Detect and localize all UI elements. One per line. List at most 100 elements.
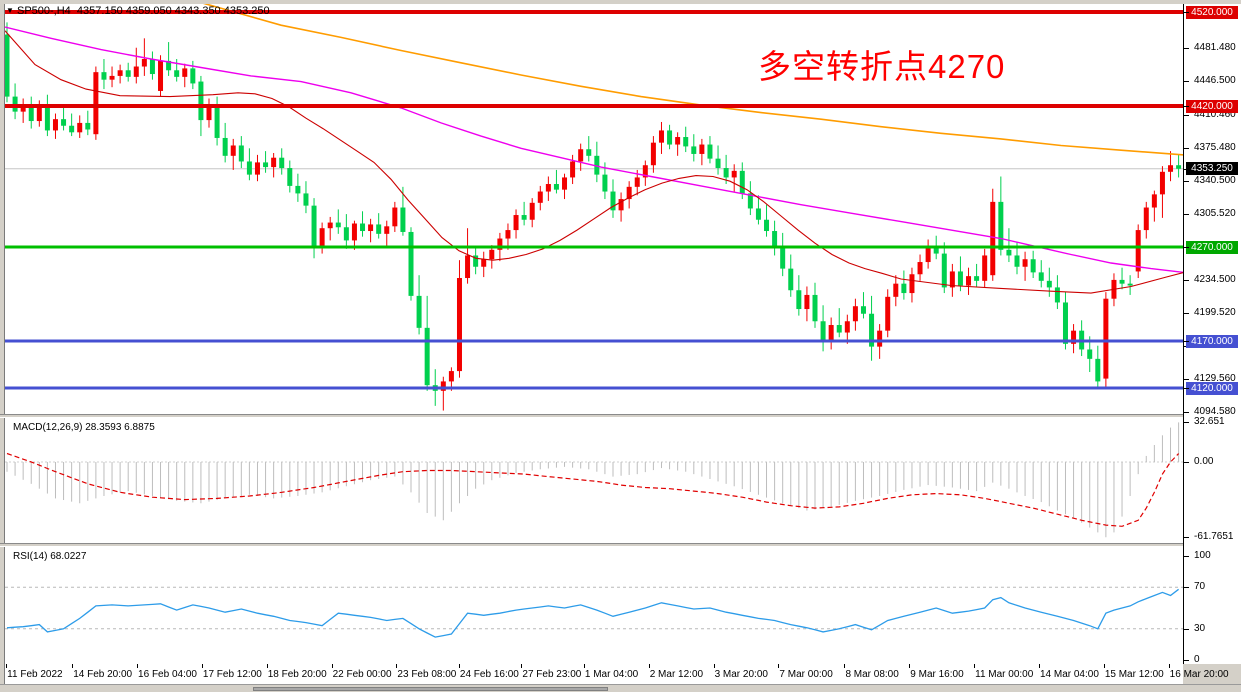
candle[interactable] <box>141 59 147 67</box>
candle[interactable] <box>990 201 996 276</box>
candle[interactable] <box>642 165 648 178</box>
candle[interactable] <box>263 162 269 168</box>
candle[interactable] <box>780 247 786 269</box>
candle[interactable] <box>1062 302 1068 344</box>
price-chart-panel[interactable] <box>4 4 1184 414</box>
candle[interactable] <box>675 137 681 145</box>
plot-canvas[interactable] <box>5 547 1184 664</box>
candle[interactable] <box>933 247 939 254</box>
candle[interactable] <box>1168 165 1174 172</box>
candle[interactable] <box>1087 349 1093 359</box>
candle[interactable] <box>44 106 50 131</box>
candle[interactable] <box>723 168 729 178</box>
candle[interactable] <box>214 104 220 138</box>
candle[interactable] <box>610 191 616 211</box>
candle[interactable] <box>772 231 778 248</box>
candle[interactable] <box>473 255 479 267</box>
macd-panel[interactable]: MACD(12,26,9) 28.3593 6.8875 <box>4 418 1184 543</box>
candle[interactable] <box>384 226 390 234</box>
candle[interactable] <box>982 255 988 281</box>
candle[interactable] <box>335 222 341 228</box>
candle[interactable] <box>1006 249 1012 256</box>
candle[interactable] <box>1046 280 1052 288</box>
candle[interactable] <box>885 296 891 331</box>
candle[interactable] <box>69 125 75 133</box>
candle[interactable] <box>222 137 228 156</box>
candle[interactable] <box>699 144 705 154</box>
candle[interactable] <box>465 255 471 279</box>
candle[interactable] <box>901 283 907 294</box>
candle[interactable] <box>481 259 487 267</box>
candle[interactable] <box>966 276 972 286</box>
candle[interactable] <box>974 276 980 281</box>
candle[interactable] <box>1038 272 1044 281</box>
candle[interactable] <box>5 34 10 97</box>
candle[interactable] <box>392 207 398 227</box>
candle[interactable] <box>578 149 584 162</box>
candle[interactable] <box>707 144 713 159</box>
candle[interactable] <box>562 177 568 190</box>
candle[interactable] <box>747 193 753 209</box>
candle[interactable] <box>327 222 333 229</box>
candle[interactable] <box>877 330 883 347</box>
candle[interactable] <box>85 122 91 130</box>
candle[interactable] <box>1022 259 1028 267</box>
candle[interactable] <box>28 104 34 122</box>
candle[interactable] <box>400 207 406 232</box>
candle[interactable] <box>182 68 188 77</box>
candle[interactable] <box>739 170 745 194</box>
candle[interactable] <box>626 186 632 200</box>
candle[interactable] <box>246 161 252 175</box>
candle[interactable] <box>586 149 592 156</box>
candle[interactable] <box>408 231 414 296</box>
candle[interactable] <box>998 201 1004 250</box>
candle[interactable] <box>1143 207 1149 231</box>
plot-canvas[interactable] <box>5 418 1184 543</box>
candle[interactable] <box>1014 255 1020 267</box>
candle[interactable] <box>844 321 850 333</box>
candle[interactable] <box>448 371 454 382</box>
time-axis[interactable]: 11 Feb 2022 14 Feb 20:00 16 Feb 04:00 17 Fe… <box>4 664 1229 684</box>
candle[interactable] <box>553 184 559 190</box>
candle[interactable] <box>1151 194 1157 208</box>
candle[interactable] <box>869 313 875 347</box>
candle[interactable] <box>836 325 842 333</box>
candle[interactable] <box>36 106 42 122</box>
candle[interactable] <box>1135 230 1141 272</box>
candle[interactable] <box>788 268 794 291</box>
candle[interactable] <box>61 119 67 126</box>
candle[interactable] <box>893 283 899 297</box>
candle[interactable] <box>804 294 810 310</box>
rsi-panel[interactable]: RSI(14) 68.0227 <box>4 547 1184 664</box>
candle[interactable] <box>52 119 58 131</box>
candle[interactable] <box>190 68 196 84</box>
candle[interactable] <box>311 205 317 247</box>
candle[interactable] <box>618 199 624 211</box>
candle[interactable] <box>715 158 721 169</box>
annotation-text[interactable]: 多空转折点4270 <box>758 48 1006 85</box>
candle[interactable] <box>117 70 123 76</box>
candle[interactable] <box>343 227 349 241</box>
candle[interactable] <box>198 81 204 121</box>
candle[interactable] <box>77 122 83 133</box>
candle[interactable] <box>238 145 244 162</box>
candle[interactable] <box>351 223 357 241</box>
candle[interactable] <box>497 238 503 250</box>
candle[interactable] <box>634 177 640 187</box>
price-axis[interactable]: 4481.480 4446.500 4410.460 4375.480 4340.500… <box>1183 4 1241 665</box>
candle[interactable] <box>125 70 131 77</box>
horizontal-scrollbar[interactable] <box>0 684 1241 692</box>
candle[interactable] <box>683 137 689 147</box>
candle[interactable] <box>1159 171 1165 195</box>
candle[interactable] <box>149 59 155 75</box>
candle[interactable] <box>909 274 915 294</box>
candle[interactable] <box>764 219 770 232</box>
candle[interactable] <box>820 321 826 341</box>
candle[interactable] <box>254 162 260 175</box>
candle[interactable] <box>101 72 107 80</box>
candle[interactable] <box>505 230 511 239</box>
candle[interactable] <box>230 145 236 156</box>
candle[interactable] <box>1176 165 1182 169</box>
panel-separator[interactable] <box>0 543 1241 547</box>
candle[interactable] <box>368 224 374 232</box>
